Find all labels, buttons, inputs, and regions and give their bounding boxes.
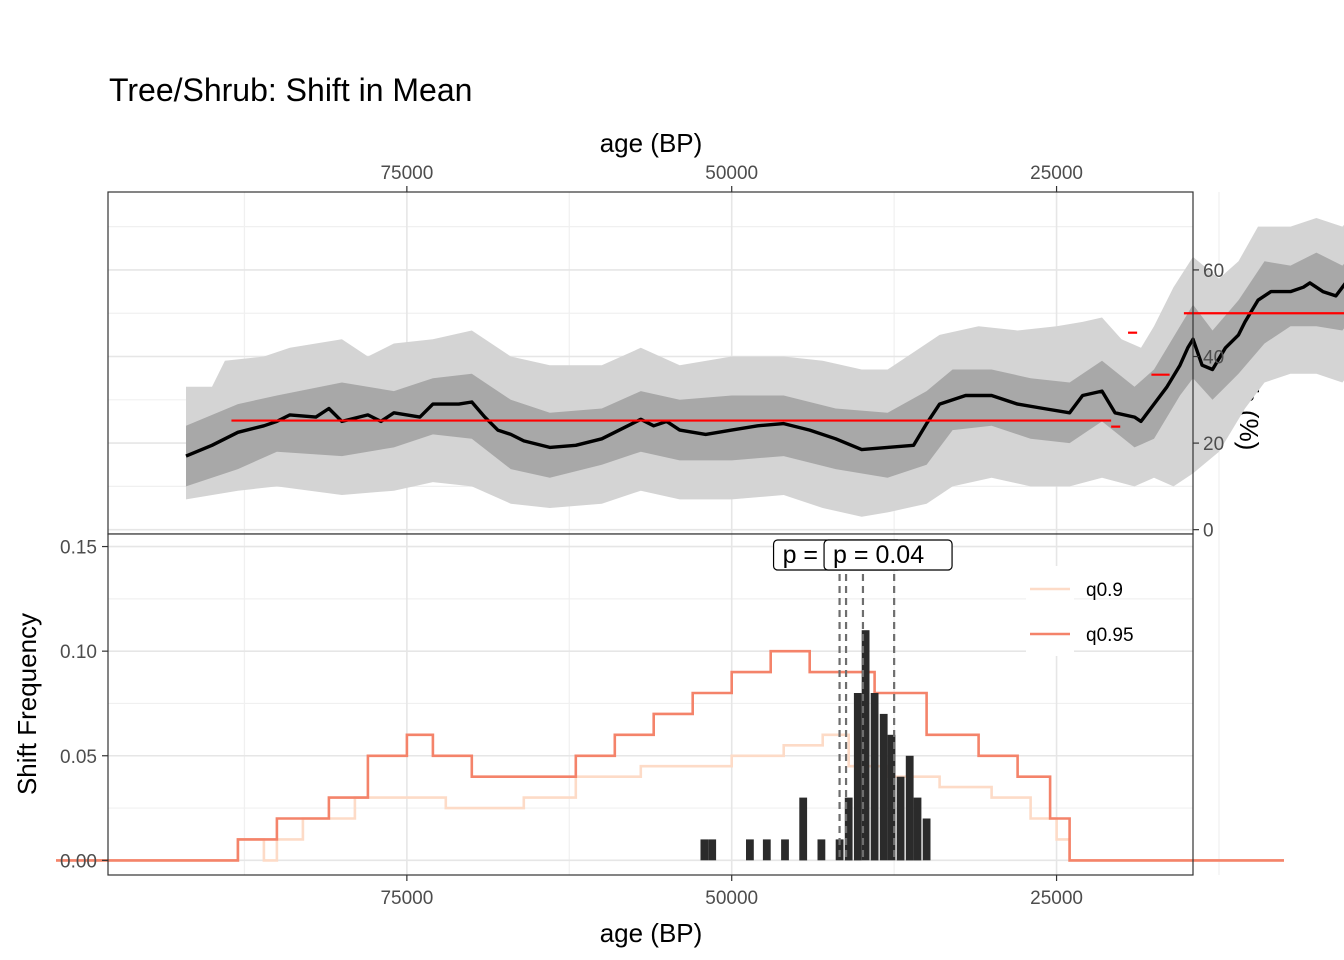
- shift-bar-3: [762, 839, 771, 861]
- shift-bar-6: [817, 839, 826, 861]
- shift-bar-8: [844, 797, 853, 861]
- x-axis-top-title: age (BP): [600, 128, 703, 158]
- shift-bar-1: [708, 839, 717, 861]
- shift-bar-12: [879, 713, 888, 861]
- x-axis-bottom-title: age (BP): [600, 918, 703, 948]
- top-x-tick-label-0: 75000: [380, 163, 433, 184]
- shift-bar-11: [870, 693, 879, 861]
- bottom-y-tick-label-3: 0.15: [60, 538, 97, 559]
- shift-bar-13: [887, 734, 896, 861]
- bottom-x-tick-label-1: 50000: [705, 888, 758, 909]
- bottom-y-tick-label-0: 0.00: [60, 851, 97, 872]
- bottom-panel-border: [107, 533, 1194, 876]
- inner-uncertainty-band: [186, 252, 1344, 487]
- shift-bar-16: [913, 797, 922, 861]
- shift-bar-9: [853, 693, 862, 861]
- legend-label-q0-95: q0.95: [1086, 625, 1134, 646]
- shift-bar-2: [746, 839, 754, 861]
- p-value-annotation-1: p = 0.04: [823, 539, 953, 571]
- shift-bar-15: [905, 755, 914, 861]
- top-panel: 75000 50000 25000 0 20 40 60: [107, 163, 1344, 542]
- legend-label-q0-9: q0.9: [1086, 580, 1123, 601]
- mean-line: [185, 281, 1344, 458]
- p-value-box-1: [823, 539, 953, 571]
- outer-uncertainty-band: [186, 218, 1344, 517]
- series-q0-9-line: [56, 733, 1284, 862]
- bottom-y-tick-label-1: 0.05: [60, 747, 97, 768]
- shift-bar-7: [835, 839, 844, 861]
- top-y-tick-label-3: 60: [1203, 261, 1224, 282]
- top-y-tick-label-0: 0: [1203, 521, 1214, 542]
- bottom-x-tick-label-0: 75000: [380, 888, 433, 909]
- shift-bar-14: [896, 776, 905, 861]
- bottom-y-tick-label-2: 0.10: [60, 642, 97, 663]
- p-value-label-1: p = 0.04: [833, 541, 924, 569]
- shift-bar-17: [922, 818, 931, 861]
- top-y-tick-label-1: 20: [1203, 434, 1224, 455]
- top-y-tick-label-2: 40: [1203, 348, 1224, 369]
- bottom-y-axis-title: Shift Frequency: [12, 613, 42, 795]
- shift-bar-5: [799, 797, 808, 861]
- shift-bar-10: [861, 630, 870, 861]
- chart-title: Tree/Shrub: Shift in Mean: [109, 72, 472, 108]
- bottom-x-tick-label-2: 25000: [1030, 888, 1083, 909]
- shift-bar-4: [781, 839, 789, 861]
- legend-key-background: [1026, 566, 1074, 656]
- top-x-tick-label-1: 50000: [705, 163, 758, 184]
- series-q0-95-line: [56, 649, 1284, 862]
- top-x-tick-label-2: 25000: [1030, 163, 1083, 184]
- shift-bar-0: [700, 839, 709, 861]
- bottom-panel: p = 0.04p = 0.047500050000250000.000.050…: [56, 533, 1284, 909]
- legend: q0.9 q0.95: [1026, 566, 1134, 656]
